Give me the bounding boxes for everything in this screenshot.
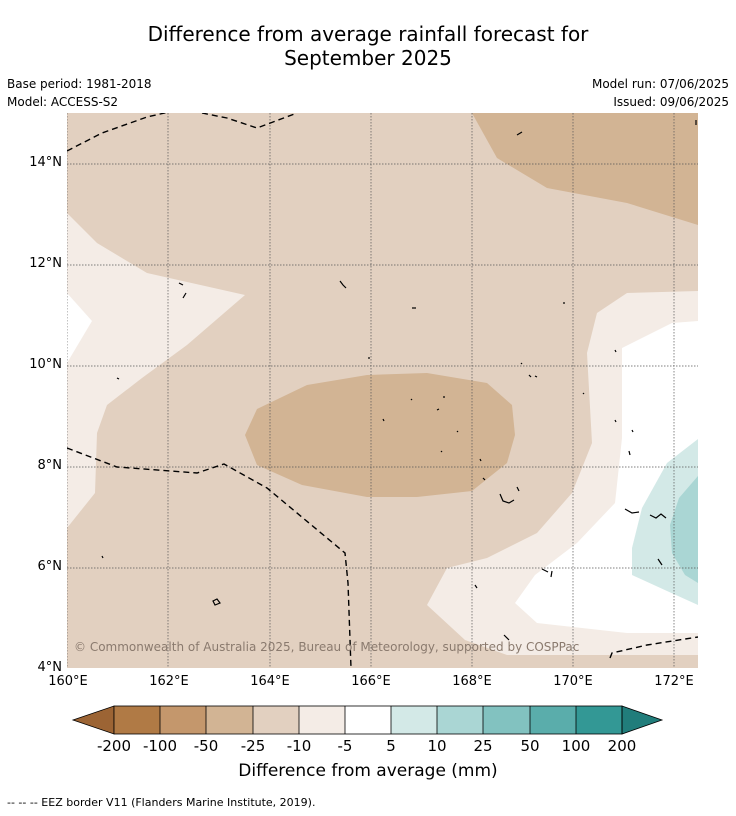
lat-label-6: 6°N xyxy=(37,559,63,574)
colorbar-title: Difference from average (mm) xyxy=(238,761,498,781)
colorbar-swatch-p5-10 xyxy=(391,706,437,734)
colorbar-swatch-m50-100 xyxy=(160,706,206,734)
region-m25-50-ne xyxy=(472,113,698,225)
lat-label-4: 4°N xyxy=(37,660,63,675)
lat-label-12: 12°N xyxy=(29,256,62,271)
colorbar-swatch-p50-100 xyxy=(530,706,576,734)
copyright-text: © Commonwealth of Australia 2025, Bureau… xyxy=(74,640,580,654)
region-m25-50-center xyxy=(245,373,515,497)
base-period-text: Base period: 1981-2018 xyxy=(7,77,152,91)
lon-label-160: 160°E xyxy=(48,674,88,689)
lon-label-164: 164°E xyxy=(250,674,290,689)
colorbar-swatch-neutral xyxy=(345,706,391,734)
rainfall-map xyxy=(67,113,698,668)
meta-left: Base period: 1981-2018 Model: ACCESS-S2 xyxy=(7,75,152,111)
colorbar-label-m10: -10 xyxy=(286,737,312,755)
region-m5-10-west xyxy=(67,213,245,528)
colorbar-label-p200: 200 xyxy=(607,737,637,755)
lon-label-162: 162°E xyxy=(149,674,189,689)
colorbar-label-p5: 5 xyxy=(386,737,396,755)
colorbar-swatch-p100-200 xyxy=(576,706,622,734)
colorbar-swatch-m10-25 xyxy=(253,706,299,734)
colorbar-label-p100: 100 xyxy=(561,737,591,755)
colorbar-label-m200: -200 xyxy=(96,737,132,755)
colorbar-arrow-low xyxy=(71,705,115,735)
eez-border xyxy=(67,113,698,668)
issued-text: Issued: 09/06/2025 xyxy=(613,95,729,109)
colorbar-swatch-p10-25 xyxy=(437,706,483,734)
colorbar-label-m50: -50 xyxy=(193,737,219,755)
model-run-text: Model run: 07/06/2025 xyxy=(591,77,729,91)
map-title: Difference from average rainfall forecas… xyxy=(0,22,736,70)
lat-label-8: 8°N xyxy=(37,458,63,473)
map-panel xyxy=(67,113,698,668)
lat-label-10: 10°N xyxy=(29,357,62,372)
colorbar-label-p50: 50 xyxy=(520,737,540,755)
colorbar-label-p10: 10 xyxy=(427,737,447,755)
colorbar-swatch-p25-50 xyxy=(483,706,530,734)
colorbar-label-m100: -100 xyxy=(142,737,178,755)
colorbar xyxy=(71,705,664,735)
region-neutral-west xyxy=(67,293,92,363)
colorbar-label-p25: 25 xyxy=(473,737,493,755)
region-p10-25 xyxy=(670,476,698,583)
lon-label-170: 170°E xyxy=(553,674,593,689)
colorbar-outline xyxy=(113,705,623,735)
colorbar-swatch-m25-50 xyxy=(206,706,253,734)
model-text: Model: ACCESS-S2 xyxy=(7,95,119,109)
lon-label-168: 168°E xyxy=(452,674,492,689)
lat-label-14: 14°N xyxy=(29,155,62,170)
colorbar-swatch-m100-200 xyxy=(114,706,160,734)
colorbar-arrow-high xyxy=(621,705,664,735)
colorbar-label-m5: -5 xyxy=(337,737,353,755)
colorbar-dividers xyxy=(159,706,577,734)
eez-footnote: -- -- -- EEZ border V11 (Flanders Marine… xyxy=(7,796,316,809)
lon-label-172: 172°E xyxy=(654,674,694,689)
meta-right: Model run: 07/06/2025 Issued: 09/06/2025 xyxy=(592,75,729,111)
lon-label-166: 166°E xyxy=(351,674,391,689)
map-title-line1: Difference from average rainfall forecas… xyxy=(147,22,589,46)
colorbar-label-m25: -25 xyxy=(240,737,266,755)
map-title-line2: September 2025 xyxy=(284,46,452,70)
islands xyxy=(101,120,697,641)
colorbar-swatch-m5-10 xyxy=(299,706,345,734)
graticule xyxy=(67,113,698,668)
